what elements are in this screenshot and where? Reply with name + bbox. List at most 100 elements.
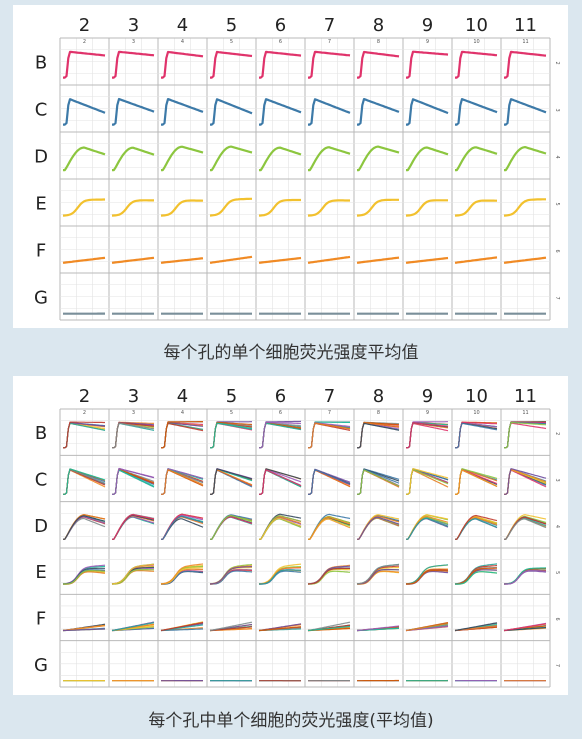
trace-C10: [455, 469, 498, 495]
trace-F5: [209, 255, 253, 264]
trace-B5: [210, 421, 253, 449]
trace-D10: [455, 514, 498, 540]
trace-C8: [357, 469, 400, 495]
column-sublabel-4: 4: [181, 410, 184, 416]
trace-F6: [258, 626, 302, 632]
trace-B11: [504, 50, 547, 79]
trace-F11: [503, 623, 547, 632]
trace-B10: [455, 421, 498, 449]
column-sublabel-2: 2: [83, 39, 86, 45]
trace-F5: [209, 621, 253, 632]
trace-C6: [259, 98, 302, 126]
row-label-B: B: [35, 423, 47, 444]
trace-E4: [160, 570, 204, 585]
trace-E10: [454, 567, 497, 585]
trace-C6: [259, 468, 302, 495]
row-label-G: G: [34, 288, 48, 309]
trace-B7: [308, 50, 351, 79]
column-label-7: 7: [324, 386, 335, 407]
trace-E2: [62, 198, 105, 217]
trace-B6: [259, 421, 301, 449]
column-label-4: 4: [177, 386, 188, 407]
trace-E5: [209, 565, 253, 585]
column-sublabel-8: 8: [377, 39, 380, 45]
row-sidelabel-3: 3: [554, 109, 560, 112]
trace-D8: [357, 145, 400, 172]
top-panel-caption: 每个孔的单个细胞荧光强度平均值: [163, 343, 419, 363]
column-sublabel-3: 3: [132, 39, 135, 45]
trace-F11: [503, 256, 547, 264]
column-label-5: 5: [226, 15, 237, 36]
trace-E10: [454, 571, 498, 585]
trace-E7: [307, 199, 350, 217]
column-sublabel-10: 10: [473, 410, 479, 416]
row-label-D: D: [34, 516, 48, 537]
trace-C4: [161, 98, 204, 126]
trace-C9: [406, 468, 449, 495]
trace-D5: [210, 145, 253, 172]
column-sublabel-5: 5: [230, 410, 233, 416]
trace-F2: [62, 256, 106, 264]
trace-C3: [112, 467, 155, 495]
trace-B10: [455, 50, 498, 79]
trace-E5: [209, 197, 252, 217]
column-label-5: 5: [226, 386, 237, 407]
column-label-6: 6: [275, 386, 286, 407]
column-label-6: 6: [275, 15, 286, 36]
trace-D3: [112, 514, 155, 540]
trace-D11: [504, 146, 547, 172]
trace-C10: [455, 98, 498, 126]
trace-B5: [210, 422, 253, 449]
column-sublabel-7: 7: [328, 39, 331, 45]
trace-E9: [405, 564, 449, 585]
trace-F8: [356, 256, 400, 264]
trace-D3: [112, 516, 155, 540]
trace-D2: [63, 146, 106, 172]
row-sidelabel-7: 7: [554, 664, 560, 667]
trace-B5: [210, 50, 253, 79]
trace-D9: [406, 517, 449, 540]
row-sidelabel-2: 2: [554, 62, 560, 65]
column-label-11: 11: [514, 15, 537, 36]
column-label-10: 10: [465, 386, 488, 407]
trace-D2: [63, 515, 106, 540]
column-sublabel-2: 2: [83, 410, 86, 416]
trace-B3: [112, 422, 155, 449]
trace-F3: [111, 256, 155, 264]
column-label-3: 3: [128, 386, 139, 407]
trace-E9: [406, 569, 449, 585]
column-sublabel-6: 6: [279, 410, 282, 416]
trace-F7: [307, 255, 351, 264]
column-label-10: 10: [465, 15, 488, 36]
column-sublabel-11: 11: [522, 410, 528, 416]
trace-D8: [357, 517, 400, 540]
trace-B7: [308, 421, 350, 449]
trace-D6: [259, 146, 302, 172]
trace-D7: [308, 515, 351, 540]
trace-B9: [406, 421, 448, 449]
trace-E3: [111, 563, 155, 585]
trace-F4: [160, 621, 204, 632]
row-sidelabel-3: 3: [554, 479, 560, 482]
column-sublabel-9: 9: [426, 39, 429, 45]
trace-C7: [308, 98, 351, 126]
row-label-F: F: [36, 241, 46, 262]
trace-B2: [63, 50, 106, 79]
trace-F10: [454, 256, 498, 264]
trace-C2: [63, 98, 106, 126]
column-sublabel-5: 5: [230, 39, 233, 45]
trace-E11: [504, 570, 547, 585]
well-grid: [59, 408, 551, 688]
column-label-2: 2: [79, 386, 90, 407]
trace-C4: [161, 469, 204, 495]
trace-C3: [112, 97, 155, 126]
column-label-3: 3: [128, 15, 139, 36]
trace-F9: [405, 623, 449, 632]
trace-F3: [111, 622, 155, 632]
trace-E5: [209, 566, 253, 585]
trace-F4: [160, 257, 204, 264]
trace-E4: [160, 567, 203, 585]
column-sublabel-7: 7: [328, 410, 331, 416]
trace-B9: [406, 50, 449, 79]
trace-E5: [210, 570, 253, 585]
